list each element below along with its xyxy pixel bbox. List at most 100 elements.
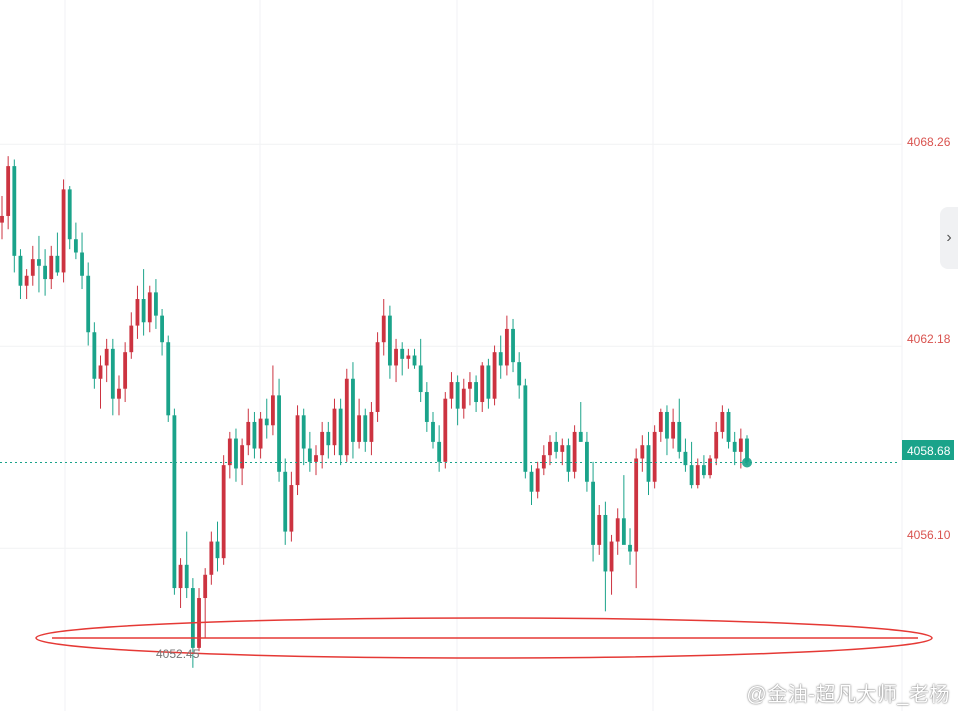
candle-body-down <box>431 421 435 442</box>
candle-body-up <box>98 365 103 379</box>
candle-body-up <box>246 421 251 446</box>
candle-body-down <box>486 365 491 399</box>
candle-body-down <box>67 189 72 240</box>
candle-body-down <box>566 445 571 472</box>
candle-body-up <box>135 299 140 326</box>
candle-body-down <box>80 252 84 276</box>
candle-body-down <box>523 385 528 472</box>
candle-body-down <box>307 448 312 462</box>
grid-lines <box>0 0 903 711</box>
candle-body-down <box>646 445 651 482</box>
candle-body-up <box>449 382 454 399</box>
candle-body-down <box>351 378 355 442</box>
expand-panel-button[interactable]: › <box>940 207 958 269</box>
candle-body-down <box>578 431 583 442</box>
candle-body-up <box>548 441 552 456</box>
candle-body-up <box>240 445 245 469</box>
candle-body-down <box>732 441 737 452</box>
watermark-text: @金油-超凡大师_老杨 <box>746 684 950 706</box>
candle-body-down <box>745 438 749 462</box>
candle-body-up <box>123 352 128 389</box>
candle-body-down <box>689 465 694 486</box>
candle-body-up <box>634 458 639 552</box>
axis-label-low: 4056.10 <box>907 528 951 542</box>
candle-body-up <box>572 431 577 472</box>
candle-body-down <box>141 299 146 323</box>
candle-body-down <box>628 544 632 552</box>
candle-body-down <box>264 418 269 426</box>
candle-body-up <box>221 465 226 559</box>
candle-body-up <box>178 564 183 589</box>
candle-body-up <box>369 411 374 442</box>
candle-body-down <box>166 342 171 416</box>
current-price-badge <box>902 440 954 460</box>
candle-body-up <box>658 411 663 432</box>
candle-body-up <box>597 514 602 545</box>
candle-body-up <box>708 458 712 476</box>
candle-body-up <box>443 398 448 462</box>
candle-body-up <box>332 408 337 446</box>
candle-body-down <box>701 465 706 476</box>
candle-body-down <box>37 259 41 266</box>
low-price-marker: 4052.45 <box>156 647 200 661</box>
candle-body-up <box>320 431 325 456</box>
candle-body-up <box>714 431 719 459</box>
candle-body-up <box>0 215 4 223</box>
candle-body-up <box>147 292 152 323</box>
candle-body-up <box>640 445 645 459</box>
candle-body-up <box>609 541 614 572</box>
candle-body-up <box>375 342 380 412</box>
candle-body-up <box>535 468 540 492</box>
candle-body-down <box>363 415 368 442</box>
candle-body-down <box>418 365 423 393</box>
candle-body-down <box>338 408 343 456</box>
candle-series <box>0 156 749 668</box>
axis-label-top: 4068.26 <box>907 135 951 149</box>
candle-body-up <box>560 445 565 452</box>
candle-body-up <box>258 418 263 449</box>
support-annotation: 4052.45 <box>35 617 933 661</box>
candle-body-down <box>498 352 503 366</box>
candle-body-up <box>541 455 546 469</box>
candle-body-up <box>394 348 398 366</box>
candle-body-up <box>314 455 318 462</box>
candle-body-up <box>30 259 35 276</box>
candle-body-down <box>665 411 669 439</box>
candle-body-up <box>117 388 121 399</box>
candle-body-down <box>12 166 17 256</box>
candle-body-up <box>406 355 411 359</box>
candle-body-down <box>474 382 478 403</box>
candle-body-down <box>73 239 78 253</box>
candle-body-down <box>110 348 115 399</box>
candle-body-up <box>504 328 509 366</box>
candle-body-down <box>154 292 158 316</box>
candle-body-down <box>160 315 164 343</box>
candle-body-down <box>234 438 238 469</box>
price-axis: 4068.26 4062.18 4056.10 4058.68 <box>902 135 954 542</box>
candle-body-down <box>517 362 522 386</box>
candle-body-down <box>683 451 688 466</box>
candle-body-down <box>529 471 534 492</box>
candle-body-up <box>61 189 66 273</box>
candle-body-down <box>726 411 731 442</box>
candle-body-up <box>344 378 349 456</box>
candle-body-down <box>86 275 91 333</box>
candle-body-down <box>400 348 405 359</box>
candle-body-up <box>480 365 485 403</box>
candle-body-up <box>104 348 109 366</box>
candle-body-down <box>184 564 189 589</box>
candle-body-down <box>621 518 626 545</box>
candle-body-down <box>677 421 682 452</box>
candle-body-down <box>190 588 195 648</box>
candle-body-down <box>424 392 429 422</box>
candle-body-up <box>129 325 134 353</box>
candle-body-up <box>652 431 657 482</box>
candle-body-up <box>6 166 11 216</box>
candle-body-down <box>92 332 97 379</box>
candle-body-up <box>720 411 725 432</box>
candle-body-up <box>271 395 275 426</box>
candle-body-down <box>412 355 417 366</box>
candle-body-up <box>357 415 362 442</box>
candle-body-down <box>301 415 306 449</box>
